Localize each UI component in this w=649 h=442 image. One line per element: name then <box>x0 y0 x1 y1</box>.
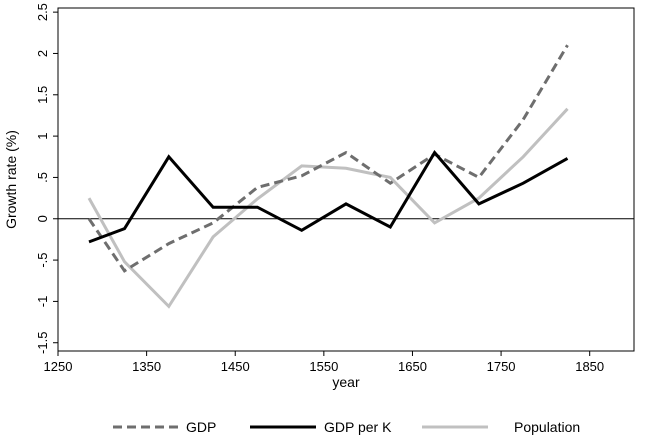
legend: GDP GDP per K Population <box>113 419 580 435</box>
x-tick-label: 1350 <box>132 359 161 374</box>
y-tick-label: -.5 <box>35 252 50 267</box>
plot-frame <box>57 7 635 352</box>
y-tick-label: -1.5 <box>35 332 50 354</box>
series-line-population <box>87 107 569 309</box>
y-axis-title: Growth rate (%) <box>3 130 19 229</box>
y-tick-label: .5 <box>35 172 50 183</box>
y-tick-label: -1 <box>35 296 50 308</box>
series-lines <box>87 44 569 309</box>
x-tick-label: 1450 <box>221 359 250 374</box>
x-tick-label: 1750 <box>487 359 516 374</box>
x-tick-label: 1650 <box>398 359 427 374</box>
legend-label-population: Population <box>514 419 580 435</box>
legend-label-gdp-per-k: GDP per K <box>324 419 392 435</box>
x-tick-label: 1250 <box>44 359 73 374</box>
series-line-gdp-per-k <box>88 150 569 244</box>
x-axis-title: year <box>332 374 360 390</box>
legend-label-gdp: GDP <box>186 419 216 435</box>
y-tick-label: 0 <box>35 215 50 222</box>
y-tick-label: 1.5 <box>35 86 50 104</box>
y-tick-label: 1 <box>35 132 50 139</box>
axes: -1.5 -1 -.5 0 .5 1 1.5 2 2.5 1250 1350 1450 1550 1650… <box>35 3 634 374</box>
y-tick-label: 2.5 <box>35 3 50 21</box>
y-tick-label: 2 <box>35 50 50 57</box>
x-tick-label: 1850 <box>575 359 604 374</box>
x-tick-label: 1550 <box>309 359 338 374</box>
series-line-gdp <box>87 44 569 273</box>
